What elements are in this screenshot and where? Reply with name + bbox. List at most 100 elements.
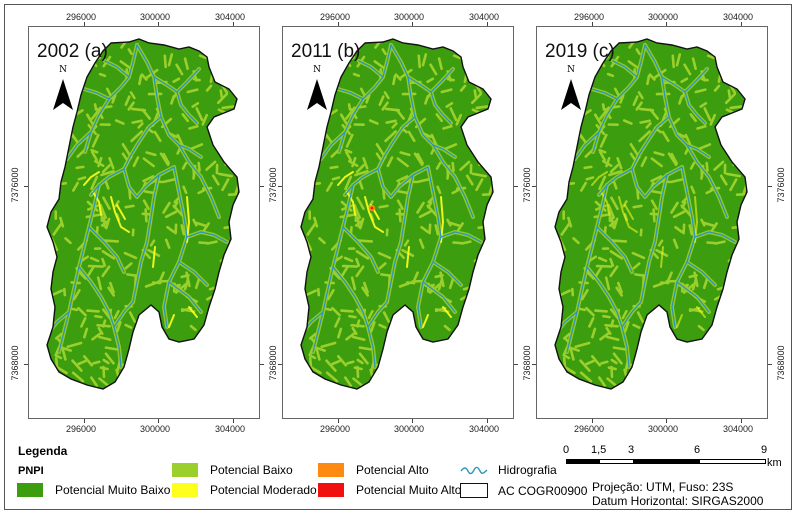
x-tick-label-top: 296000 [574, 12, 605, 22]
x-tick [84, 22, 85, 26]
y-tick-label-left: 7376000 [10, 167, 20, 203]
swatch-baixo [172, 463, 198, 477]
scale-label-2: 3 [628, 444, 635, 456]
north-arrow: N [51, 65, 75, 111]
basin-map [554, 38, 748, 390]
x-tick [338, 419, 339, 423]
north-label: N [567, 65, 575, 75]
y-tick [532, 364, 536, 365]
y-tick-label-right: 7376000 [776, 167, 786, 203]
scale-label-3: 6 [694, 444, 701, 456]
legend-item-alto: Potencial Alto [318, 463, 429, 477]
legend-item-muito-alto: Potencial Muito Alto [318, 483, 461, 497]
legend-label: Hidrografia [498, 463, 557, 477]
figure-frame [4, 4, 792, 510]
y-tick [768, 186, 772, 187]
swatch-moderado [172, 483, 198, 497]
x-tick [487, 22, 488, 26]
legend-label: AC COGR00900 [498, 483, 588, 498]
y-tick-label-right: 7368000 [776, 345, 786, 381]
north-arrow-icon [561, 79, 581, 110]
y-tick [278, 186, 282, 187]
x-tick [233, 419, 234, 423]
y-tick [532, 186, 536, 187]
x-tick [158, 22, 159, 26]
north-arrow-icon [307, 79, 327, 110]
x-tick [412, 22, 413, 26]
swatch-muito-baixo [17, 483, 43, 497]
legend-title: Legenda [18, 444, 68, 458]
projection-line: Projeção: UTM, Fuso: 23S [592, 480, 734, 494]
legend-item-muito-baixo: Potencial Muito Baixo [17, 483, 170, 497]
y-tick [260, 186, 264, 187]
y-tick-label-right: 7376000 [522, 167, 532, 203]
projection-info: Projeção: UTM, Fuso: 23S Datum Horizonta… [592, 480, 763, 508]
x-tick [741, 419, 742, 423]
map-frame: 2002 (a) N [28, 26, 260, 419]
y-tick [514, 364, 518, 365]
y-tick-label-left: 7368000 [10, 345, 20, 381]
map-frame: 2019 (c) N [536, 26, 768, 419]
x-tick-label-top: 304000 [723, 12, 754, 22]
x-tick [158, 419, 159, 423]
basin-map [300, 38, 494, 390]
legend-label: Potencial Moderado [210, 483, 317, 497]
y-tick [768, 364, 772, 365]
panel-title: 2019 (c) [545, 41, 615, 62]
x-tick-label-top: 300000 [394, 12, 425, 22]
x-tick-label-top: 300000 [648, 12, 679, 22]
x-tick [666, 419, 667, 423]
x-tick-label-bottom: 296000 [574, 424, 605, 434]
x-tick-label-bottom: 296000 [320, 424, 351, 434]
x-tick-label-top: 304000 [469, 12, 500, 22]
x-tick [487, 419, 488, 423]
datum-line: Datum Horizontal: SIRGAS2000 [592, 494, 764, 508]
y-tick [514, 186, 518, 187]
legend-item-boundary: AC COGR00900 [460, 483, 587, 498]
y-tick [260, 364, 264, 365]
scale-label-1: 1,5 [591, 444, 607, 456]
north-label: N [59, 65, 67, 75]
north-arrow-icon [53, 79, 73, 110]
legend-item-hidrografia: Hidrografia [460, 463, 557, 477]
x-tick [666, 22, 667, 26]
y-tick [24, 364, 28, 365]
legend-item-baixo: Potencial Baixo [172, 463, 293, 477]
panel-title: 2011 (b) [291, 41, 361, 62]
x-tick [592, 22, 593, 26]
x-tick [412, 419, 413, 423]
north-arrow: N [305, 65, 329, 111]
legend-label: Potencial Baixo [210, 463, 293, 477]
scale-unit: km [767, 457, 782, 469]
x-tick-label-bottom: 304000 [215, 424, 246, 434]
panel-title: 2002 (a) [37, 41, 108, 62]
x-tick-label-bottom: 304000 [469, 424, 500, 434]
x-tick-label-top: 296000 [66, 12, 97, 22]
x-tick-label-bottom: 296000 [66, 424, 97, 434]
x-tick-label-bottom: 300000 [648, 424, 679, 434]
y-tick-label-right: 7376000 [268, 167, 278, 203]
x-tick-label-bottom: 304000 [723, 424, 754, 434]
scale-bar-track [566, 459, 766, 464]
y-tick-label-right: 7368000 [268, 345, 278, 381]
swatch-muito-alto [318, 483, 344, 497]
basin-map [46, 38, 240, 390]
x-tick [338, 22, 339, 26]
scale-bar: 0 1,5 3 6 9 km [563, 444, 782, 474]
legend-subtitle: PNPI [18, 465, 44, 477]
x-tick-label-top: 296000 [320, 12, 351, 22]
river-line-icon [460, 466, 488, 475]
scale-label-4: 9 [761, 444, 768, 456]
y-tick [278, 364, 282, 365]
legend-label: Potencial Alto [356, 463, 429, 477]
legend-item-moderado: Potencial Moderado [172, 483, 317, 497]
y-tick [24, 186, 28, 187]
north-label: N [313, 65, 321, 75]
x-tick [741, 22, 742, 26]
map-frame: 2011 (b) N [282, 26, 514, 419]
y-tick-label-right: 7368000 [522, 345, 532, 381]
x-tick-label-bottom: 300000 [394, 424, 425, 434]
scale-label-0: 0 [563, 444, 570, 456]
x-tick [84, 419, 85, 423]
swatch-alto [318, 463, 344, 477]
